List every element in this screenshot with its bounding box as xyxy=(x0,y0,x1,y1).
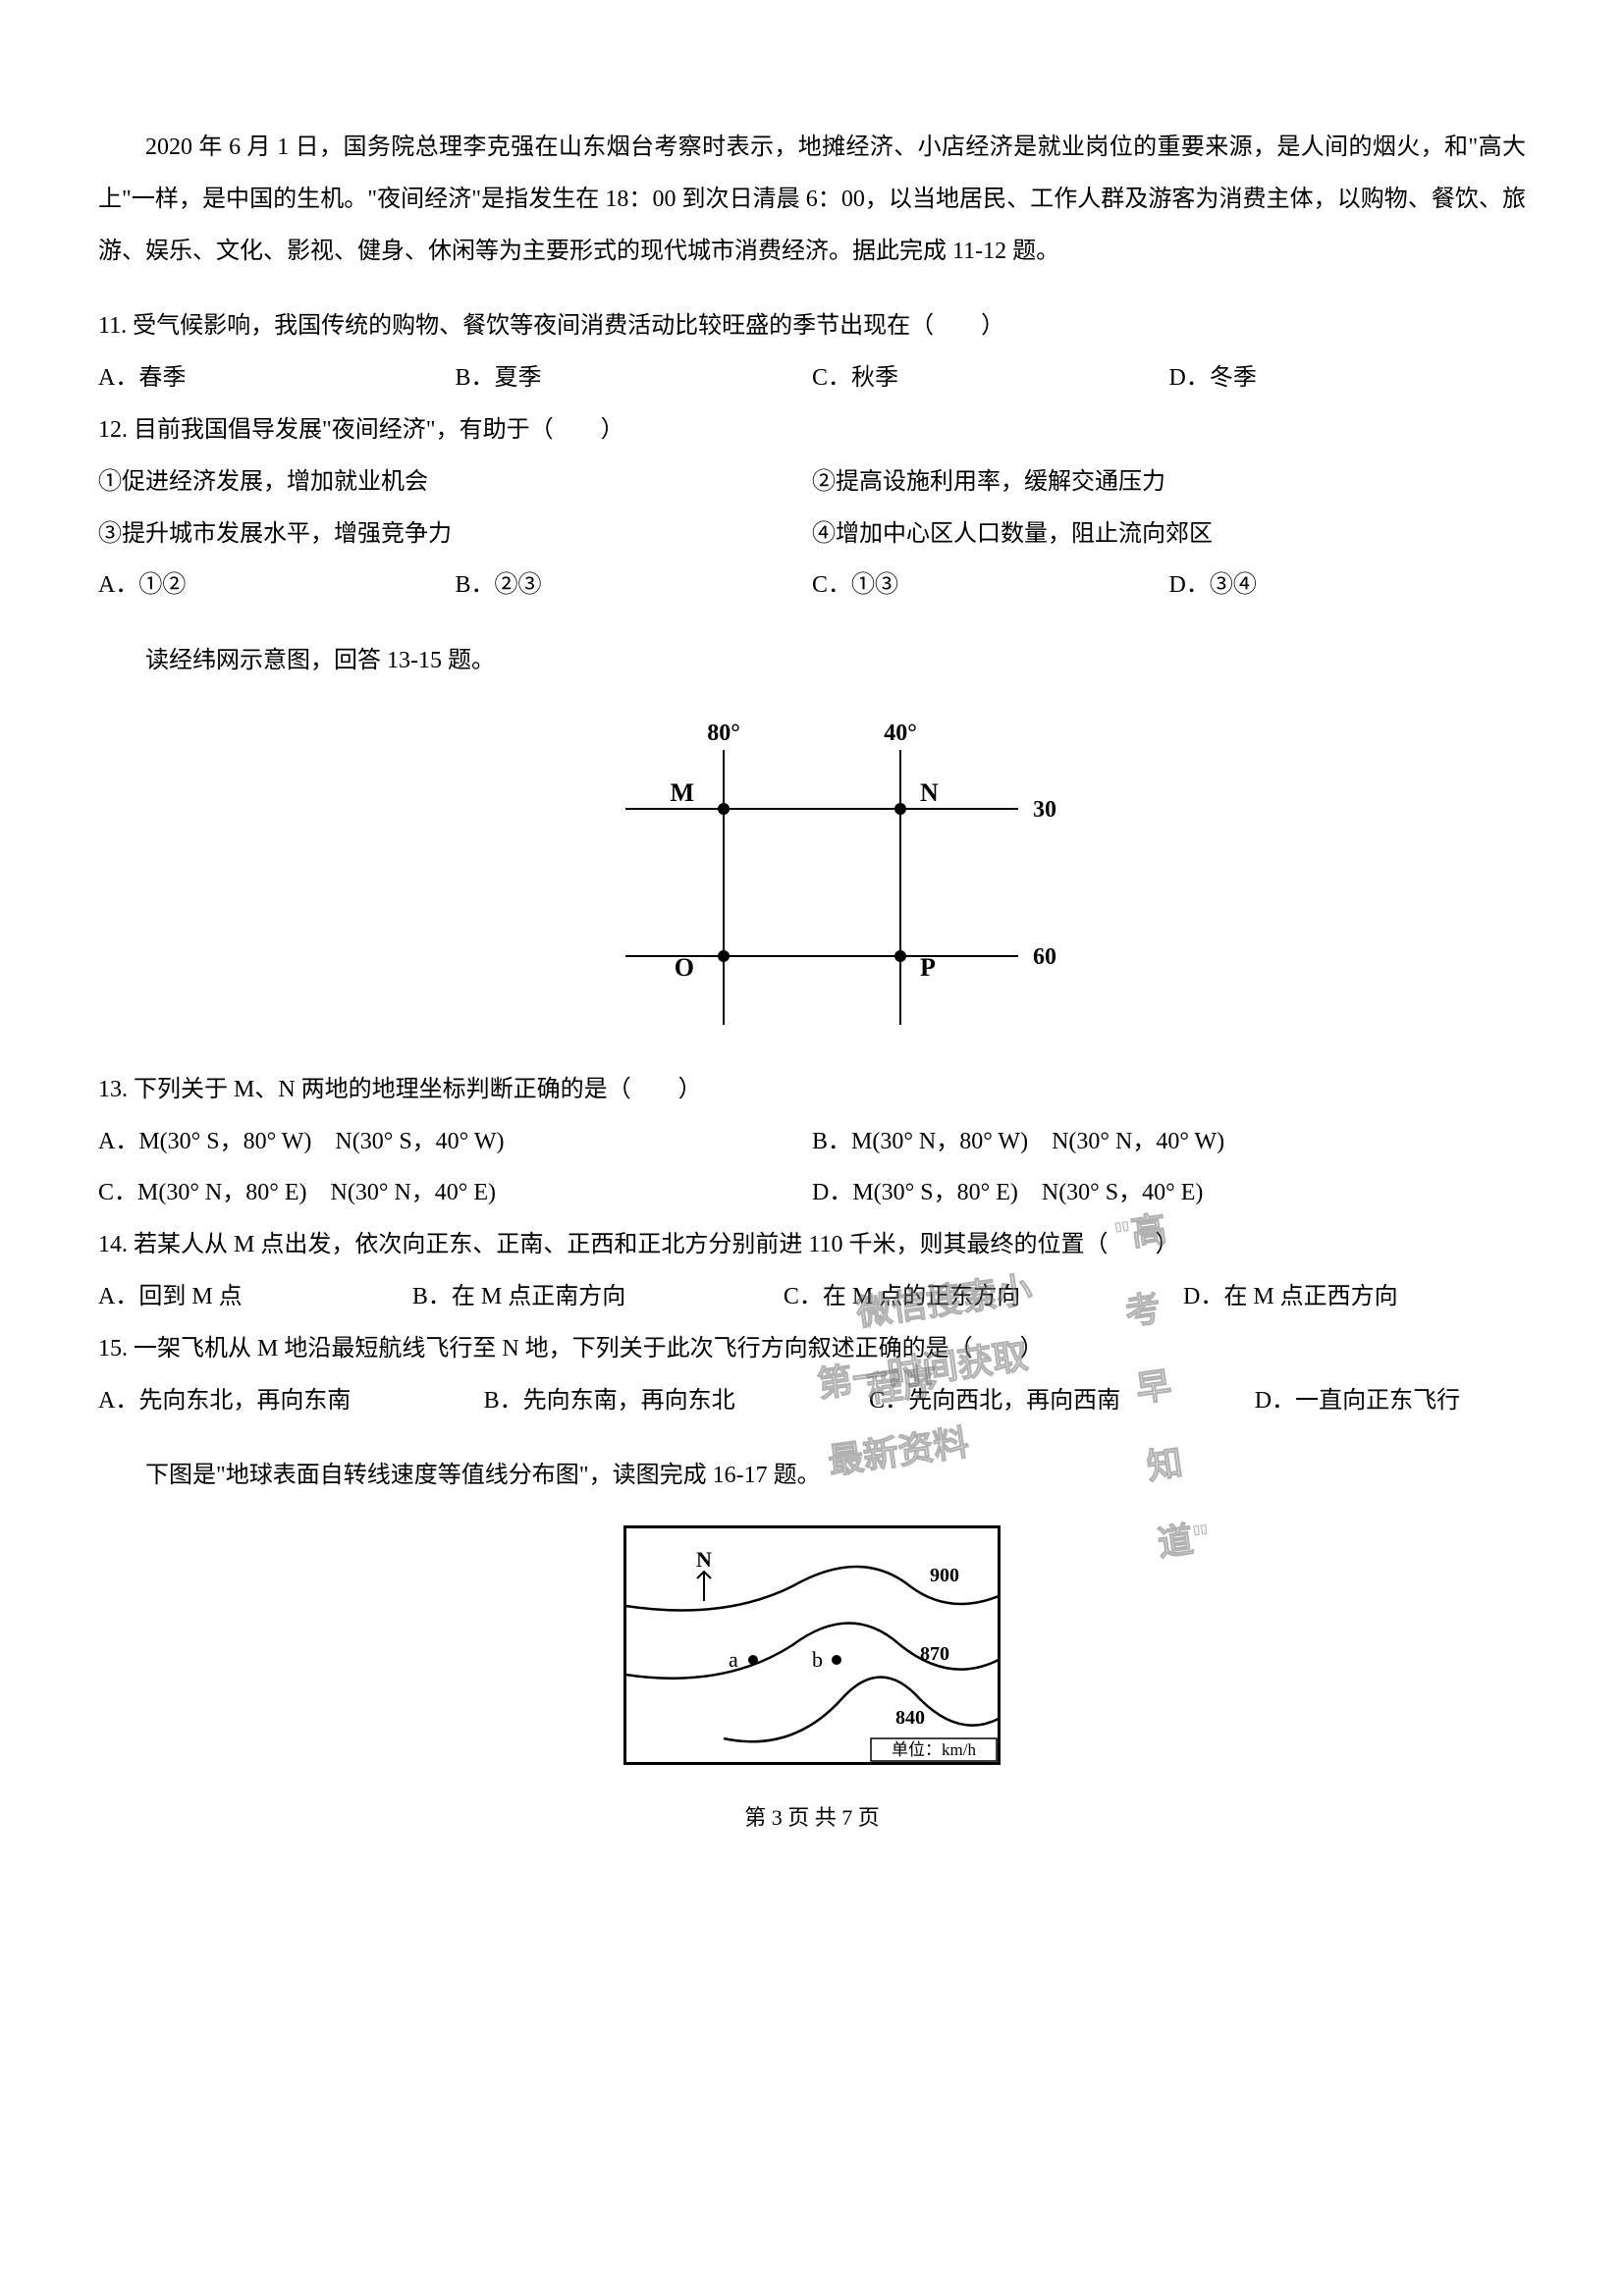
val-900: 900 xyxy=(930,1565,959,1586)
intro-paragraph: 2020 年 6 月 1 日，国务院总理李克强在山东烟台考察时表示，地摊经济、小… xyxy=(98,122,1526,277)
coord-diagram: 80° 40° 30° 60° M N O P xyxy=(567,711,1057,1025)
coord-diagram-container: 80° 40° 30° 60° M N O P "高考早知道" 微信搜索小程序 … xyxy=(98,711,1526,1044)
unit-label: 单位：km/h xyxy=(892,1740,976,1759)
q12-optB: B．②③ xyxy=(456,560,813,612)
q13-options-row2: C．M(30° N，80° E) N(30° N，40° E) D．M(30° … xyxy=(98,1167,1526,1219)
label-b: b xyxy=(812,1647,823,1672)
north-label: N xyxy=(696,1547,712,1572)
q13-optA: A．M(30° S，80° W) N(30° S，40° W) xyxy=(98,1116,812,1168)
q14-optB: B．在 M 点正南方向 xyxy=(412,1271,784,1323)
q12-item1: ①促进经济发展，增加就业机会 xyxy=(98,456,812,508)
q12-items-row1: ①促进经济发展，增加就业机会 ②提高设施利用率，缓解交通压力 xyxy=(98,456,1526,508)
val-870: 870 xyxy=(920,1643,949,1665)
q13-options-row1: A．M(30° S，80° W) N(30° S，40° W) B．M(30° … xyxy=(98,1116,1526,1168)
page-footer: 第 3 页 共 7 页 xyxy=(98,1794,1526,1842)
q14-optC: C．在 M 点的正东方向 xyxy=(784,1271,1183,1323)
label-40: 40° xyxy=(884,721,917,746)
iso-diagram-container: N 900 870 840 a b 单位：km/h xyxy=(98,1525,1526,1765)
q11-optA: A．春季 xyxy=(98,352,456,404)
q14-stem: 14. 若某人从 M 点出发，依次向正东、正南、正西和正北方分别前进 110 千… xyxy=(98,1219,1526,1271)
q12-items-row2: ③提升城市发展水平，增强竞争力 ④增加中心区人口数量，阻止流向郊区 xyxy=(98,508,1526,561)
val-840: 840 xyxy=(895,1707,925,1729)
q13-stem: 13. 下列关于 M、N 两地的地理坐标判断正确的是（ ） xyxy=(98,1064,1526,1116)
q11-options: A．春季 B．夏季 C．秋季 D．冬季 xyxy=(98,352,1526,404)
q15-stem: 15. 一架飞机从 M 地沿最短航线飞行至 N 地，下列关于此次飞行方向叙述正确… xyxy=(98,1323,1526,1375)
q14-optD: D．在 M 点正西方向 xyxy=(1183,1271,1526,1323)
label-a: a xyxy=(729,1647,738,1672)
q13-optC: C．M(30° N，80° E) N(30° N，40° E) xyxy=(98,1167,812,1219)
label-30: 30° xyxy=(1033,797,1057,823)
q15-optA: A．先向东北，再向东南 xyxy=(98,1375,484,1427)
q12-optA: A．①② xyxy=(98,560,456,612)
label-80: 80° xyxy=(707,721,740,746)
q14-options: A．回到 M 点 B．在 M 点正南方向 C．在 M 点的正东方向 D．在 M … xyxy=(98,1271,1526,1323)
q11-optB: B．夏季 xyxy=(456,352,813,404)
label-O: O xyxy=(675,953,694,982)
q15-optC: C．先向西北，再向西南 xyxy=(869,1375,1255,1427)
iso-diagram: N 900 870 840 a b 单位：km/h xyxy=(623,1525,1001,1765)
label-P: P xyxy=(920,953,936,982)
q15-optD: D．一直向正东飞行 xyxy=(1255,1375,1526,1427)
label-60: 60° xyxy=(1033,944,1057,970)
q12-item2: ②提高设施利用率，缓解交通压力 xyxy=(812,456,1526,508)
q13-optD: D．M(30° S，80° E) N(30° S，40° E) xyxy=(812,1167,1526,1219)
q12-options: A．①② B．②③ C．①③ D．③④ xyxy=(98,560,1526,612)
intro3-text: 下图是"地球表面自转线速度等值线分布图"，读图完成 16-17 题。 xyxy=(98,1450,1526,1502)
q15-options: A．先向东北，再向东南 B．先向东南，再向东北 C．先向西北，再向西南 D．一直… xyxy=(98,1375,1526,1427)
q15-optB: B．先向东南，再向东北 xyxy=(484,1375,870,1427)
q14-optA: A．回到 M 点 xyxy=(98,1271,412,1323)
q12-stem: 12. 目前我国倡导发展"夜间经济"，有助于（ ） xyxy=(98,404,1526,456)
q12-optC: C．①③ xyxy=(812,560,1169,612)
label-M: M xyxy=(670,778,694,807)
q12-item3: ③提升城市发展水平，增强竞争力 xyxy=(98,508,812,561)
q13-optB: B．M(30° N，80° W) N(30° N，40° W) xyxy=(812,1116,1526,1168)
q11-optC: C．秋季 xyxy=(812,352,1169,404)
q11-optD: D．冬季 xyxy=(1169,352,1527,404)
q12-optD: D．③④ xyxy=(1169,560,1527,612)
intro2-text: 读经纬网示意图，回答 13-15 题。 xyxy=(98,635,1526,687)
q11-stem: 11. 受气候影响，我国传统的购物、餐饮等夜间消费活动比较旺盛的季节出现在（ ） xyxy=(98,300,1526,352)
q12-item4: ④增加中心区人口数量，阻止流向郊区 xyxy=(812,508,1526,561)
label-N: N xyxy=(920,778,939,807)
